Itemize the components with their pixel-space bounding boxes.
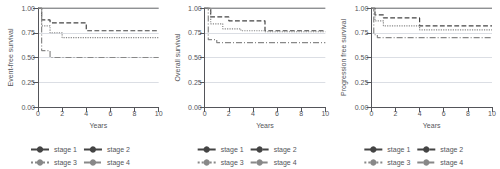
svg-text:6: 6 (275, 110, 279, 117)
svg-text:stage 4: stage 4 (107, 159, 130, 167)
svg-text:0.25: 0.25 (355, 79, 369, 86)
svg-text:0.75: 0.75 (21, 29, 35, 36)
svg-text:8: 8 (133, 110, 137, 117)
svg-text:10: 10 (155, 110, 163, 117)
svg-text:10: 10 (321, 110, 329, 117)
svg-text:4: 4 (251, 110, 255, 117)
svg-text:stage 2: stage 2 (440, 146, 463, 154)
svg-text:0.00: 0.00 (21, 104, 35, 111)
svg-text:0.50: 0.50 (21, 54, 35, 61)
svg-text:Years: Years (423, 122, 441, 129)
svg-text:0: 0 (203, 110, 207, 117)
svg-text:Progression free survival: Progression free survival (340, 19, 348, 96)
svg-text:Overall survival: Overall survival (174, 33, 181, 81)
svg-text:stage 1: stage 1 (221, 146, 244, 154)
svg-text:0.25: 0.25 (21, 79, 35, 86)
svg-text:0.50: 0.50 (355, 54, 369, 61)
svg-text:4: 4 (418, 110, 422, 117)
svg-text:1.00: 1.00 (21, 5, 35, 12)
svg-text:2: 2 (227, 110, 231, 117)
svg-text:6: 6 (442, 110, 446, 117)
svg-text:0.00: 0.00 (188, 104, 202, 111)
svg-text:2: 2 (394, 110, 398, 117)
svg-text:0.50: 0.50 (188, 54, 202, 61)
svg-text:Years: Years (90, 122, 108, 129)
svg-text:stage 4: stage 4 (274, 159, 297, 167)
svg-text:stage 3: stage 3 (54, 159, 77, 167)
svg-text:10: 10 (488, 110, 496, 117)
svg-text:stage 1: stage 1 (54, 146, 77, 154)
svg-text:stage 1: stage 1 (387, 146, 410, 154)
svg-text:stage 4: stage 4 (440, 159, 463, 167)
svg-text:stage 2: stage 2 (274, 146, 297, 154)
svg-text:Event-free survival: Event-free survival (7, 28, 14, 86)
svg-text:stage 3: stage 3 (387, 159, 410, 167)
svg-text:6: 6 (108, 110, 112, 117)
svg-text:2: 2 (60, 110, 64, 117)
svg-text:1.00: 1.00 (188, 5, 202, 12)
svg-text:0.75: 0.75 (188, 29, 202, 36)
svg-text:0.00: 0.00 (355, 104, 369, 111)
svg-text:Years: Years (256, 122, 274, 129)
svg-text:0: 0 (369, 110, 373, 117)
svg-text:stage 2: stage 2 (107, 146, 130, 154)
svg-text:0: 0 (36, 110, 40, 117)
svg-text:8: 8 (299, 110, 303, 117)
svg-text:0.75: 0.75 (355, 29, 369, 36)
svg-text:1.00: 1.00 (355, 5, 369, 12)
svg-text:0.25: 0.25 (188, 79, 202, 86)
svg-text:stage 3: stage 3 (221, 159, 244, 167)
svg-text:8: 8 (466, 110, 470, 117)
svg-text:4: 4 (84, 110, 88, 117)
